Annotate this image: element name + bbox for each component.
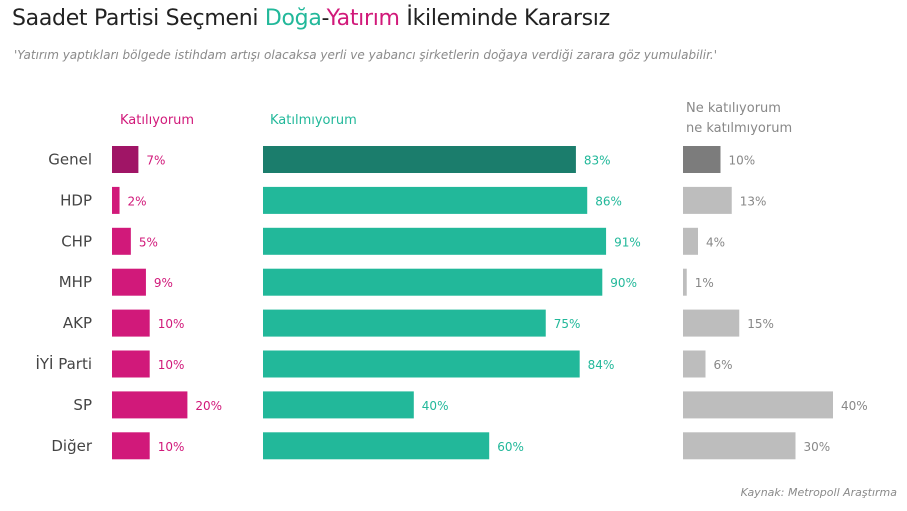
value-label-neutral-akp: 15% — [747, 317, 774, 331]
chart-title: Saadet Partisi Seçmeni Doğa-Yatırım İkil… — [12, 6, 610, 31]
category-label-sp: SP — [73, 396, 92, 414]
bar-disagree-mhp — [263, 268, 603, 296]
bar-agree-mhp — [112, 268, 146, 296]
value-label-neutral-genel: 10% — [729, 154, 756, 168]
title-part-5: İkileminde Kararsız — [399, 6, 610, 31]
value-label-neutral-chp: 4% — [706, 235, 725, 249]
bar-agree-diğer — [112, 432, 150, 460]
value-label-disagree-mhp: 90% — [610, 276, 637, 290]
legend-neutral-line-1: Ne katılıyorum — [686, 101, 781, 116]
value-label-agree-hdp: 2% — [128, 194, 147, 208]
value-label-agree-chp: 5% — [139, 235, 158, 249]
value-label-agree-genel: 7% — [146, 154, 165, 168]
bar-agree-sp — [112, 391, 188, 419]
bar-agree-chp — [112, 227, 131, 255]
category-label-genel: Genel — [48, 151, 92, 169]
title-part-yatirim: Yatırım — [326, 6, 400, 31]
legend-neutral-line-2: ne katılmıyorum — [686, 121, 792, 136]
value-label-neutral-i-yi-parti: 6% — [714, 358, 733, 372]
category-label-mhp: MHP — [59, 273, 92, 291]
value-label-disagree-hdp: 86% — [595, 194, 622, 208]
category-label-diğer: Diğer — [51, 437, 92, 455]
value-label-agree-akp: 10% — [158, 317, 185, 331]
value-label-disagree-genel: 83% — [584, 154, 611, 168]
category-label-hdp: HDP — [60, 191, 92, 209]
value-label-neutral-hdp: 13% — [740, 194, 767, 208]
bar-neutral-genel — [683, 146, 721, 173]
value-label-agree-diğer: 10% — [158, 440, 185, 454]
value-label-disagree-chp: 91% — [614, 235, 641, 249]
title-part-doga: Doğa — [264, 6, 322, 31]
bar-disagree-diğer — [263, 432, 490, 460]
bar-neutral-chp — [683, 227, 698, 255]
value-label-disagree-sp: 40% — [422, 399, 449, 413]
bar-disagree-i-yi-parti — [263, 350, 580, 378]
legend-agree: Katılıyorum — [120, 113, 194, 128]
source-note: Kaynak: Metropoll Araştırma — [740, 486, 897, 499]
value-label-agree-mhp: 9% — [154, 276, 173, 290]
value-label-agree-i-yi-parti: 10% — [158, 358, 185, 372]
value-label-neutral-sp: 40% — [841, 399, 868, 413]
category-label-akp: AKP — [63, 314, 92, 332]
value-label-disagree-diğer: 60% — [497, 440, 524, 454]
title-part-dash: - — [321, 6, 327, 31]
bar-disagree-akp — [263, 309, 546, 337]
bar-disagree-genel — [263, 146, 576, 173]
legend-disagree: Katılmıyorum — [270, 113, 357, 128]
bar-agree-genel — [112, 146, 139, 173]
bar-agree-akp — [112, 309, 150, 337]
bar-disagree-hdp — [263, 186, 588, 214]
bar-disagree-sp — [263, 391, 414, 419]
bar-neutral-mhp — [683, 268, 687, 296]
bar-neutral-akp — [683, 309, 740, 337]
value-label-agree-sp: 20% — [195, 399, 222, 413]
bar-neutral-hdp — [683, 186, 732, 214]
value-label-neutral-diğer: 30% — [804, 440, 831, 454]
value-label-neutral-mhp: 1% — [695, 276, 714, 290]
title-part-1: Saadet Partisi Seçmeni — [12, 6, 265, 31]
bar-neutral-diğer — [683, 432, 796, 460]
category-label-chp: CHP — [61, 232, 92, 250]
category-label-i-yi-parti: İYİ Parti — [35, 354, 92, 373]
bar-neutral-i-yi-parti — [683, 350, 706, 378]
value-label-disagree-akp: 75% — [554, 317, 581, 331]
bar-agree-hdp — [112, 186, 120, 214]
bar-neutral-sp — [683, 391, 833, 419]
bar-agree-i-yi-parti — [112, 350, 150, 378]
chart-subtitle: 'Yatırım yaptıkları bölgede istihdam art… — [14, 48, 718, 62]
value-label-disagree-i-yi-parti: 84% — [588, 358, 615, 372]
bar-disagree-chp — [263, 227, 607, 255]
